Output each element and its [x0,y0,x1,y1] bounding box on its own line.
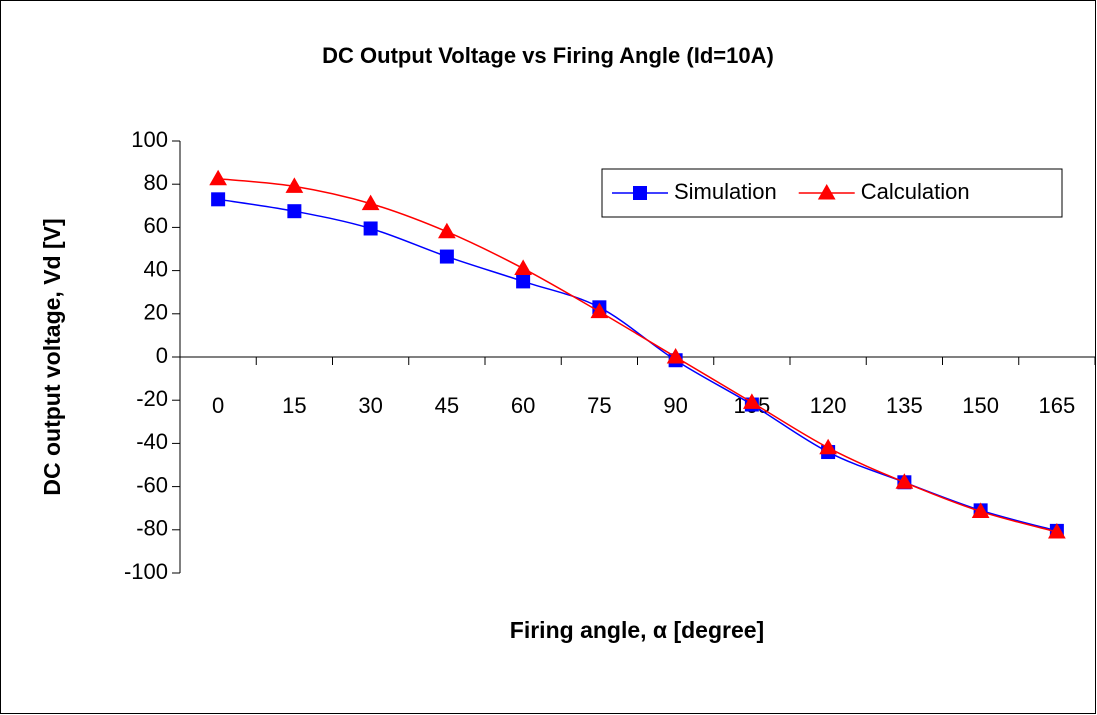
x-tick-label: 90 [663,393,687,418]
data-point [666,347,685,364]
x-tick-label: 30 [358,393,382,418]
y-axis-title: DC output voltage, Vd [V] [39,218,65,495]
x-tick-label: 165 [1039,393,1076,418]
y-tick-label: 100 [131,127,168,152]
x-tick-label: 0 [212,393,224,418]
legend: Simulation Calculation [601,168,1063,218]
y-tick-label: -100 [124,559,168,584]
x-tick-label: 150 [962,393,999,418]
data-point [361,194,380,211]
data-point [1048,522,1066,539]
chart-title: DC Output Voltage vs Firing Angle (Id=10… [322,43,774,68]
x-tick-label: 135 [886,393,923,418]
data-point [590,302,609,319]
y-tick-label: -20 [136,386,168,411]
x-tick-label: 15 [282,393,306,418]
x-axis-title: Firing angle, α [degree] [510,617,764,643]
y-tick-label: -80 [136,516,168,541]
y-tick-label: 20 [144,300,168,325]
legend-label: Calculation [861,179,970,204]
y-tick-label: -60 [136,472,168,497]
data-point [438,222,456,239]
x-tick-label: 120 [810,393,847,418]
data-point [439,249,454,264]
data-point [743,393,761,409]
data-point [287,204,302,219]
data-point [363,221,378,236]
data-point [209,169,227,186]
x-tick-label: 45 [435,393,459,418]
y-tick-label: -40 [136,429,168,454]
data-point [211,192,226,207]
data-point [895,473,914,489]
x-tick-label: 60 [511,393,535,418]
legend-marker [817,183,836,200]
y-tick-label: 40 [144,256,168,281]
data-point [971,502,990,518]
data-point [514,259,532,275]
data-point [516,274,531,289]
y-tick-label: 60 [144,213,168,238]
data-point [285,177,304,193]
legend-marker [633,186,647,200]
x-tick-label: 75 [587,393,611,418]
data-point [819,438,837,455]
legend-label: Simulation [674,179,777,204]
y-tick-label: 80 [144,170,168,195]
y-tick-label: 0 [156,343,168,368]
